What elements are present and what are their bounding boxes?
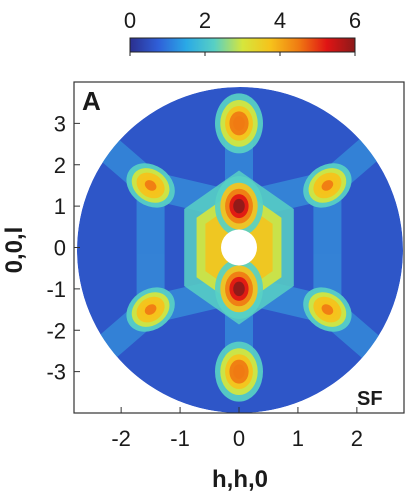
heatmap-peak	[233, 198, 245, 214]
x-axis-ticks: -2 -1 0 1 2	[111, 407, 363, 451]
x-tick-label: 0	[233, 426, 245, 451]
x-tick-label: 2	[351, 426, 363, 451]
y-tick-label: 0	[54, 236, 66, 261]
y-axis-label: 0,0,l	[1, 227, 28, 274]
colorbar-tick-label: 0	[124, 8, 136, 33]
colorbar-tick-label: 2	[199, 8, 211, 33]
x-tick-label: -2	[111, 426, 131, 451]
colorbar-tick-label: 4	[274, 8, 286, 33]
y-axis-ticks: 3 2 1 0 -1 -2 -3	[46, 111, 80, 385]
colorbar-gradient	[129, 37, 356, 53]
colorbar-ticks: 0 2 4 6	[124, 8, 361, 56]
y-tick-label: 1	[54, 194, 66, 219]
panel-label: A	[82, 86, 101, 116]
heatmap-peak	[321, 180, 334, 191]
heatmap-peak	[144, 180, 157, 191]
x-tick-label: -1	[170, 426, 190, 451]
heatmap-peak	[233, 364, 245, 379]
sf-annotation: SF	[357, 388, 383, 410]
y-tick-label: 3	[54, 111, 66, 136]
center-hole	[221, 229, 257, 266]
colorbar: 0 2 4 6	[124, 8, 361, 56]
x-tick-label: 1	[292, 426, 304, 451]
heatmap-peak	[233, 116, 245, 131]
heatmap-area	[77, 87, 403, 413]
y-tick-label: 2	[54, 153, 66, 178]
y-tick-label: -1	[46, 277, 66, 302]
heatmap-disc	[77, 87, 403, 413]
heatmap-peak	[321, 304, 334, 315]
colorbar-tick-label: 6	[349, 8, 361, 33]
x-axis-label: h,h,0	[212, 466, 268, 493]
y-tick-label: -2	[46, 318, 66, 343]
y-tick-label: -3	[46, 360, 66, 385]
heatmap-peak	[233, 281, 245, 297]
heatmap-peak	[144, 304, 157, 315]
